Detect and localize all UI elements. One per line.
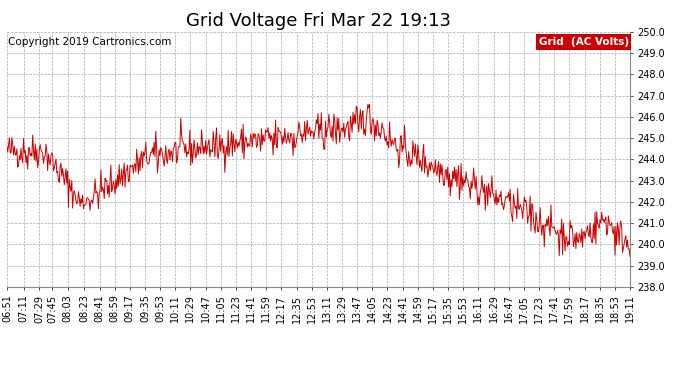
Text: Copyright 2019 Cartronics.com: Copyright 2019 Cartronics.com [8, 37, 171, 47]
Text: Grid  (AC Volts): Grid (AC Volts) [539, 37, 629, 47]
Title: Grid Voltage Fri Mar 22 19:13: Grid Voltage Fri Mar 22 19:13 [186, 12, 451, 30]
